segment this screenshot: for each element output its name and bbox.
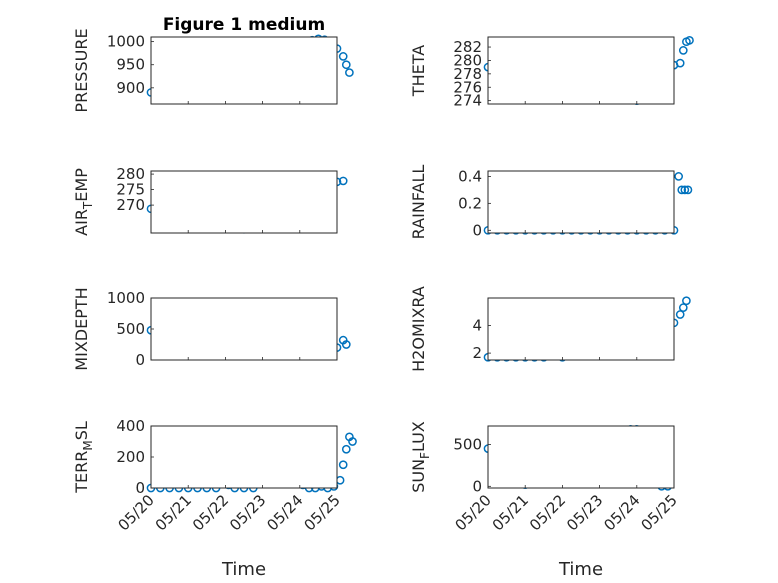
y-axis-label: MIXDEPTH	[72, 287, 91, 370]
data-point	[680, 185, 690, 195]
data-point	[674, 172, 684, 181]
data-point	[683, 185, 693, 195]
data-point	[675, 310, 685, 319]
data-point	[348, 437, 357, 446]
y-tick-label: 275	[116, 181, 145, 199]
y-tick-label: 0	[472, 477, 482, 495]
y-axis-label: SUNFLUX	[409, 421, 432, 493]
y-tick-label: 270	[116, 196, 145, 214]
axes-box	[487, 36, 675, 105]
y-tick-label: 400	[116, 417, 145, 435]
y-tick-label: 274	[453, 92, 482, 110]
y-tick-label: 0.2	[458, 194, 482, 212]
y-tick-label: 200	[116, 448, 145, 466]
y-tick-label: 950	[116, 56, 145, 74]
y-tick-label: 0.4	[458, 167, 482, 185]
data-point	[677, 185, 687, 195]
y-tick-label: 500	[453, 435, 482, 453]
axes-mixdepth: 0 500 1000 MIXDEPTH	[72, 287, 351, 371]
y-tick-label: 4	[472, 317, 482, 335]
y-tick-label: 0	[135, 479, 145, 497]
axes-box	[487, 297, 675, 361]
y-tick-label: 280	[116, 165, 145, 183]
data-point	[338, 176, 348, 186]
chart-title: Figure 1 medium	[163, 15, 325, 35]
y-axis-label: PRESSURE	[72, 28, 91, 112]
axes-pressure: 900 950 1000 PRESSURE Figure 1 medium	[72, 15, 354, 113]
y-tick-label: 500	[116, 320, 145, 338]
data-point	[685, 36, 694, 45]
data-point	[678, 46, 688, 55]
data-point	[678, 303, 688, 312]
axes-box	[150, 36, 338, 105]
axes-terr-msl: 020040005/2005/2105/2205/2305/2405/25TER…	[72, 417, 357, 580]
y-axis-label: AIRTEMP	[72, 168, 95, 236]
axes-rainfall: 0 0.2 0.4 RAINFALL	[409, 165, 693, 240]
data-point	[341, 340, 351, 349]
data-point	[675, 58, 685, 68]
y-tick-label: 278	[453, 65, 482, 83]
y-tick-label: 1000	[107, 33, 145, 51]
y-tick-label: 0	[135, 351, 145, 369]
axes-box	[487, 425, 675, 489]
y-tick-label: 2	[472, 344, 482, 362]
data-point	[341, 60, 351, 70]
y-axis-label: TERRMSL	[72, 421, 95, 494]
axes-box	[150, 297, 338, 361]
y-axis-label: THETA	[409, 45, 428, 97]
y-tick-label: 1000	[107, 289, 145, 307]
y-tick-label: 0	[472, 221, 482, 239]
data-point	[338, 460, 348, 470]
y-axis-label: RAINFALL	[409, 165, 428, 240]
data-point	[682, 296, 691, 306]
y-axis-label: H2OMIXRA	[409, 286, 428, 372]
axes-box	[150, 170, 338, 234]
data-point	[341, 444, 351, 454]
axes-box	[487, 170, 675, 234]
y-tick-label: 282	[453, 38, 482, 56]
x-axis-label: Time	[221, 559, 266, 580]
y-tick-label: 900	[116, 79, 145, 97]
axes-h2omixra: 2 4 H2OMIXRA	[409, 286, 691, 372]
y-tick-label: 280	[453, 51, 482, 69]
x-axis-label: Time	[558, 559, 603, 580]
axes-box	[150, 425, 338, 489]
y-tick-label: 276	[453, 78, 482, 96]
data-point	[338, 52, 348, 61]
data-point	[345, 68, 354, 77]
